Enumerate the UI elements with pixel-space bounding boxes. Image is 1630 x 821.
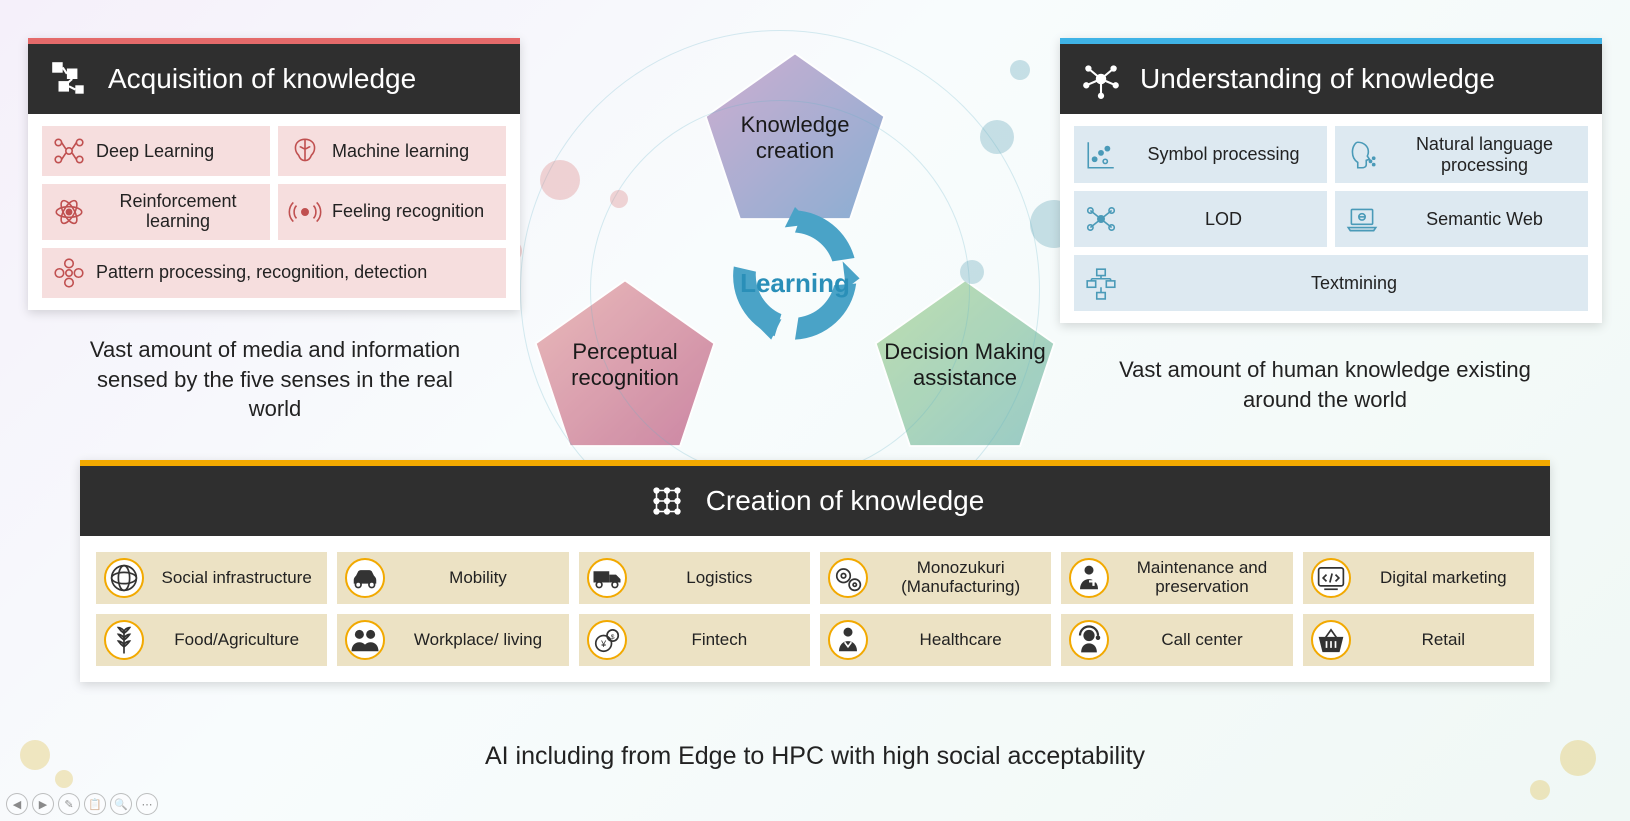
understanding-header: Understanding of knowledge [1060,44,1602,114]
cre-item-label: Mobility [395,569,560,588]
creation-title: Creation of knowledge [706,485,985,517]
cre-item-social: Social infrastructure [96,552,327,604]
pen-button[interactable]: ✎ [58,793,80,815]
cre-item-label: Food/Agriculture [154,631,319,650]
play-button[interactable]: ▶ [32,793,54,815]
cre-item-label: Digital marketing [1361,569,1526,588]
und-item-semweb: Semantic Web [1335,191,1588,247]
basket-icon [1311,620,1351,660]
cre-item-mono: Monozukuri (Manufacturing) [820,552,1051,604]
acq-item-deep-learning: Deep Learning [42,126,270,176]
head-icon [1345,138,1379,172]
understanding-title: Understanding of knowledge [1140,63,1495,95]
und-item-symbol: Symbol processing [1074,126,1327,183]
cre-item-digital: Digital marketing [1303,552,1534,604]
pentagon-label: Perceptual recognition [530,339,720,392]
flower-icon [52,256,86,290]
cre-item-healthcare: Healthcare [820,614,1051,666]
atom-icon [52,195,86,229]
und-item-lod: LOD [1074,191,1327,247]
medic-icon [1069,558,1109,598]
acq-item-machine-learning: Machine learning [278,126,506,176]
und-item-label: Semantic Web [1391,209,1578,230]
headset-icon [1069,620,1109,660]
und-item-label: Symbol processing [1130,144,1317,165]
prev-button[interactable]: ◀ [6,793,28,815]
coins-icon: ¥$ [587,620,627,660]
svg-text:$: $ [610,634,614,641]
cre-item-label: Workplace/ living [395,631,560,650]
scatter-icon [1084,138,1118,172]
cre-item-label: Social infrastructure [154,569,319,588]
svg-text:¥: ¥ [600,639,607,649]
acq-item-label: Pattern processing, recognition, detecti… [96,262,427,283]
cre-item-label: Maintenance and preservation [1119,559,1284,596]
cre-item-label: Monozukuri (Manufacturing) [878,559,1043,596]
cre-item-callcenter: Call center [1061,614,1292,666]
hub-icon [1080,58,1122,100]
pentagon-decision: Decision Making assistance [870,275,1060,455]
acq-item-label: Machine learning [332,141,469,162]
doctor-icon [828,620,868,660]
tree-icon [1084,266,1118,300]
acq-item-label: Deep Learning [96,141,214,162]
acq-item-feeling: Feeling recognition [278,184,506,240]
cre-item-workplace: Workplace/ living [337,614,568,666]
cre-item-retail: Retail [1303,614,1534,666]
und-item-textmining: Textmining [1074,255,1588,311]
slideshow-toolbar: ◀ ▶ ✎ 📋 🔍 ⋯ [6,793,158,815]
acq-item-label: Reinforcement learning [96,192,260,232]
squares-icon [48,58,90,100]
acquisition-title: Acquisition of knowledge [108,63,416,95]
understanding-caption: Vast amount of human knowledge existing … [1090,355,1560,414]
wheat-icon [104,620,144,660]
creation-body: Social infrastructure Mobility Logistics… [80,536,1550,682]
brain-icon [288,134,322,168]
cre-item-label: Logistics [637,569,802,588]
truck-icon [587,558,627,598]
acq-item-label: Feeling recognition [332,202,484,222]
acquisition-caption: Vast amount of media and information sen… [80,335,470,424]
creation-panel: Creation of knowledge Social infrastruct… [80,460,1550,682]
cre-item-label: Retail [1361,631,1526,650]
acq-item-reinforcement: Reinforcement learning [42,184,270,240]
globe-icon [104,558,144,598]
network-icon [52,134,86,168]
cre-item-maintenance: Maintenance and preservation [1061,552,1292,604]
cre-item-logistics: Logistics [579,552,810,604]
und-item-label: LOD [1130,209,1317,230]
cre-item-label: Call center [1119,631,1284,650]
pentagon-label: Decision Making assistance [870,339,1060,392]
pentagon-label: Knowledge creation [700,112,890,165]
cre-item-label: Fintech [637,631,802,650]
cre-item-label: Healthcare [878,631,1043,650]
understanding-body: Symbol processing Natural language proce… [1060,114,1602,323]
acquisition-body: Deep Learning Machine learning Reinforce… [28,114,520,310]
pentagon-perceptual: Perceptual recognition [530,275,720,455]
gears-icon [828,558,868,598]
laptop-icon [1345,202,1379,236]
und-item-label: Textmining [1130,273,1578,294]
acquisition-panel: Acquisition of knowledge Deep Learning M… [28,38,520,310]
zoom-button[interactable]: 🔍 [110,793,132,815]
grid-dots-icon [646,480,688,522]
signal-icon [288,195,322,229]
und-item-label: Natural language processing [1391,134,1578,175]
acq-item-pattern: Pattern processing, recognition, detecti… [42,248,506,298]
graph-icon [1084,202,1118,236]
creation-header: Creation of knowledge [80,466,1550,536]
cre-item-food: Food/Agriculture [96,614,327,666]
und-item-nlp: Natural language processing [1335,126,1588,183]
creation-caption: AI including from Edge to HPC with high … [0,740,1630,774]
more-button[interactable]: ⋯ [136,793,158,815]
acquisition-header: Acquisition of knowledge [28,44,520,114]
center-learning-label: Learning [740,268,850,299]
clipboard-button[interactable]: 📋 [84,793,106,815]
cre-item-fintech: ¥$ Fintech [579,614,810,666]
people-icon [345,620,385,660]
car-icon [345,558,385,598]
code-icon [1311,558,1351,598]
cre-item-mobility: Mobility [337,552,568,604]
understanding-panel: Understanding of knowledge Symbol proces… [1060,38,1602,323]
